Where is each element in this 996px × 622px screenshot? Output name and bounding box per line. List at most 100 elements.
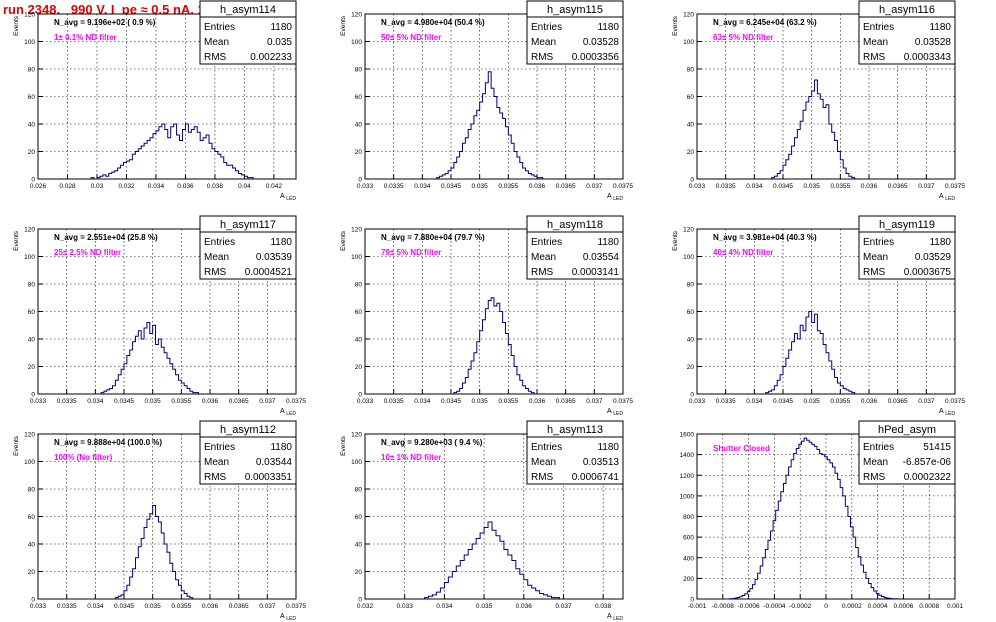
filter-label: 40± 4% ND filter: [713, 248, 773, 257]
x-tick-label: 0.035: [145, 398, 162, 405]
stats-label-mean: Mean: [863, 37, 888, 48]
x-tick-label: 0.0335: [716, 183, 736, 190]
y-tick-label: 1600: [680, 432, 695, 439]
filter-label: 50± 5% ND filter: [381, 33, 441, 42]
y-tick-label: 20: [687, 149, 695, 156]
histogram-panel-3: 0.033 0.0335 0.034 0.0345 0.035 0.0355 0.036 0.…: [672, 0, 965, 202]
stats-box-frame: [858, 420, 956, 485]
x-tick-label: 0.0335: [57, 603, 77, 610]
x-tick-label: 0.0006: [893, 603, 913, 610]
y-tick-label: 20: [355, 364, 363, 371]
x-tick-label: 0.037: [259, 603, 276, 610]
x-tick-label: 0.035: [472, 183, 489, 190]
filter-label: 25± 2.5% ND filter: [54, 248, 121, 257]
x-axis-title: A LED: [939, 408, 955, 417]
x-tick-label: 0.0375: [286, 398, 306, 405]
histogram-line: [436, 71, 544, 179]
y-tick-label: 1000: [680, 493, 695, 500]
stats-label-mean: Mean: [531, 252, 556, 263]
histogram-panel-7: 0.033 0.0335 0.034 0.0345 0.035 0.0355 0.036 0.…: [13, 420, 306, 622]
x-tick-label: 0.0365: [888, 183, 908, 190]
stats-label-rms: RMS: [531, 52, 554, 63]
filter-label: 63± 5% ND filter: [713, 33, 773, 42]
stats-label-mean: Mean: [204, 37, 229, 48]
stats-value-mean: 0.03554: [583, 252, 620, 263]
x-tick-label: 0.034: [414, 183, 431, 190]
x-axis-title-subscript: LED: [286, 616, 296, 622]
stats-label-mean: Mean: [863, 252, 888, 263]
y-tick-label: 40: [28, 122, 36, 129]
x-tick-label: 0.035: [472, 398, 489, 405]
stats-box-title: h_asym112: [220, 424, 276, 436]
stats-value-rms: 0.0004521: [245, 267, 293, 278]
x-tick-label: 0.0335: [716, 398, 736, 405]
y-tick-label: 120: [24, 432, 35, 439]
x-tick-label: 0.035: [804, 183, 821, 190]
histogram-panel-4: 0.033 0.0335 0.034 0.0345 0.035 0.0355 0.036 0.…: [13, 215, 306, 417]
stats-box: h_asym116 Entries 1180 Mean 0.03528 RMS 0.0003…: [858, 0, 956, 65]
y-tick-label: 100: [24, 254, 35, 261]
x-tick-label: 0.0365: [888, 398, 908, 405]
x-tick-label: 0.032: [118, 183, 135, 190]
x-tick-label: -0.0004: [763, 603, 785, 610]
stats-label-rms: RMS: [531, 267, 554, 278]
x-axis-title: A LED: [607, 408, 623, 417]
grid-lines: [697, 434, 955, 599]
y-axis-title: Events: [13, 15, 20, 36]
stats-box-frame: [858, 215, 956, 280]
navg-label: N_avg = 9.196e+02 ( 0.9 %): [54, 18, 156, 27]
x-tick-label: 0.0375: [613, 398, 633, 405]
x-tick-label: 0.042: [266, 183, 283, 190]
y-tick-label: 80: [28, 282, 36, 289]
x-tick-label: 0.0345: [773, 398, 793, 405]
y-tick-label: 100: [351, 39, 362, 46]
stats-label-rms: RMS: [863, 472, 886, 483]
stats-label-rms: RMS: [863, 267, 886, 278]
histogram-line: [453, 297, 535, 394]
stats-label-rms: RMS: [531, 472, 554, 483]
x-tick-label: 0.0355: [830, 398, 850, 405]
stats-box-frame: [199, 420, 297, 485]
navg-label: N_avg = 3.981e+04 (40.3 %): [713, 233, 817, 242]
stats-box: h_asym117 Entries 1180 Mean 0.03539 RMS 0.0004…: [199, 215, 297, 280]
y-tick-label: 60: [355, 94, 363, 101]
x-tick-label: 0.0375: [945, 183, 965, 190]
y-tick-label: 40: [28, 337, 36, 344]
y-tick-label: 0: [690, 177, 694, 184]
x-tick-label: 0.034: [746, 183, 763, 190]
stats-label-mean: Mean: [204, 457, 229, 468]
x-tick-label: 0.0335: [384, 183, 404, 190]
stats-label-entries: Entries: [531, 22, 562, 33]
y-tick-label: 0: [358, 392, 362, 399]
stats-value-rms: 0.0003675: [904, 267, 952, 278]
y-tick-label: 20: [28, 149, 36, 156]
grid-lines: [365, 229, 623, 394]
navg-label: N_avg = 2.551e+04 (25.8 %): [54, 233, 158, 242]
stats-label-mean: Mean: [204, 252, 229, 263]
y-tick-label: 60: [355, 309, 363, 316]
y-tick-label: 40: [355, 542, 363, 549]
grid-lines: [38, 14, 296, 179]
stats-box: h_asym115 Entries 1180 Mean 0.03528 RMS 0.0003…: [526, 0, 624, 65]
x-tick-label: 0.036: [861, 183, 878, 190]
navg-label: N_avg = 4.980e+04 (50.4 %): [381, 18, 485, 27]
x-axis-title: A LED: [939, 193, 955, 202]
x-tick-label: 0.0365: [556, 398, 576, 405]
x-tick-label: 0.0365: [556, 183, 576, 190]
y-axis-title: Events: [340, 15, 347, 36]
histogram-panel-6: 0.033 0.0335 0.034 0.0345 0.035 0.0355 0.036 0.…: [672, 215, 965, 417]
x-tick-label: 0.0355: [830, 183, 850, 190]
filter-label: Shutter Closed: [713, 444, 770, 453]
navg-label: N_avg = 6.245e+04 (63.2 %): [713, 18, 817, 27]
x-tick-label: 0.035: [145, 603, 162, 610]
x-tick-label: 0.036: [177, 183, 194, 190]
y-tick-label: 20: [28, 364, 36, 371]
stats-box-title: h_asym119: [879, 219, 935, 231]
stats-label-entries: Entries: [863, 237, 894, 248]
x-tick-label: 0.035: [804, 398, 821, 405]
histogram-line: [90, 123, 254, 180]
x-tick-label: 0.034: [436, 603, 453, 610]
stats-box-title: hPed_asym: [878, 424, 936, 436]
y-tick-label: 0: [31, 177, 35, 184]
x-tick-label: 0.0355: [171, 603, 191, 610]
